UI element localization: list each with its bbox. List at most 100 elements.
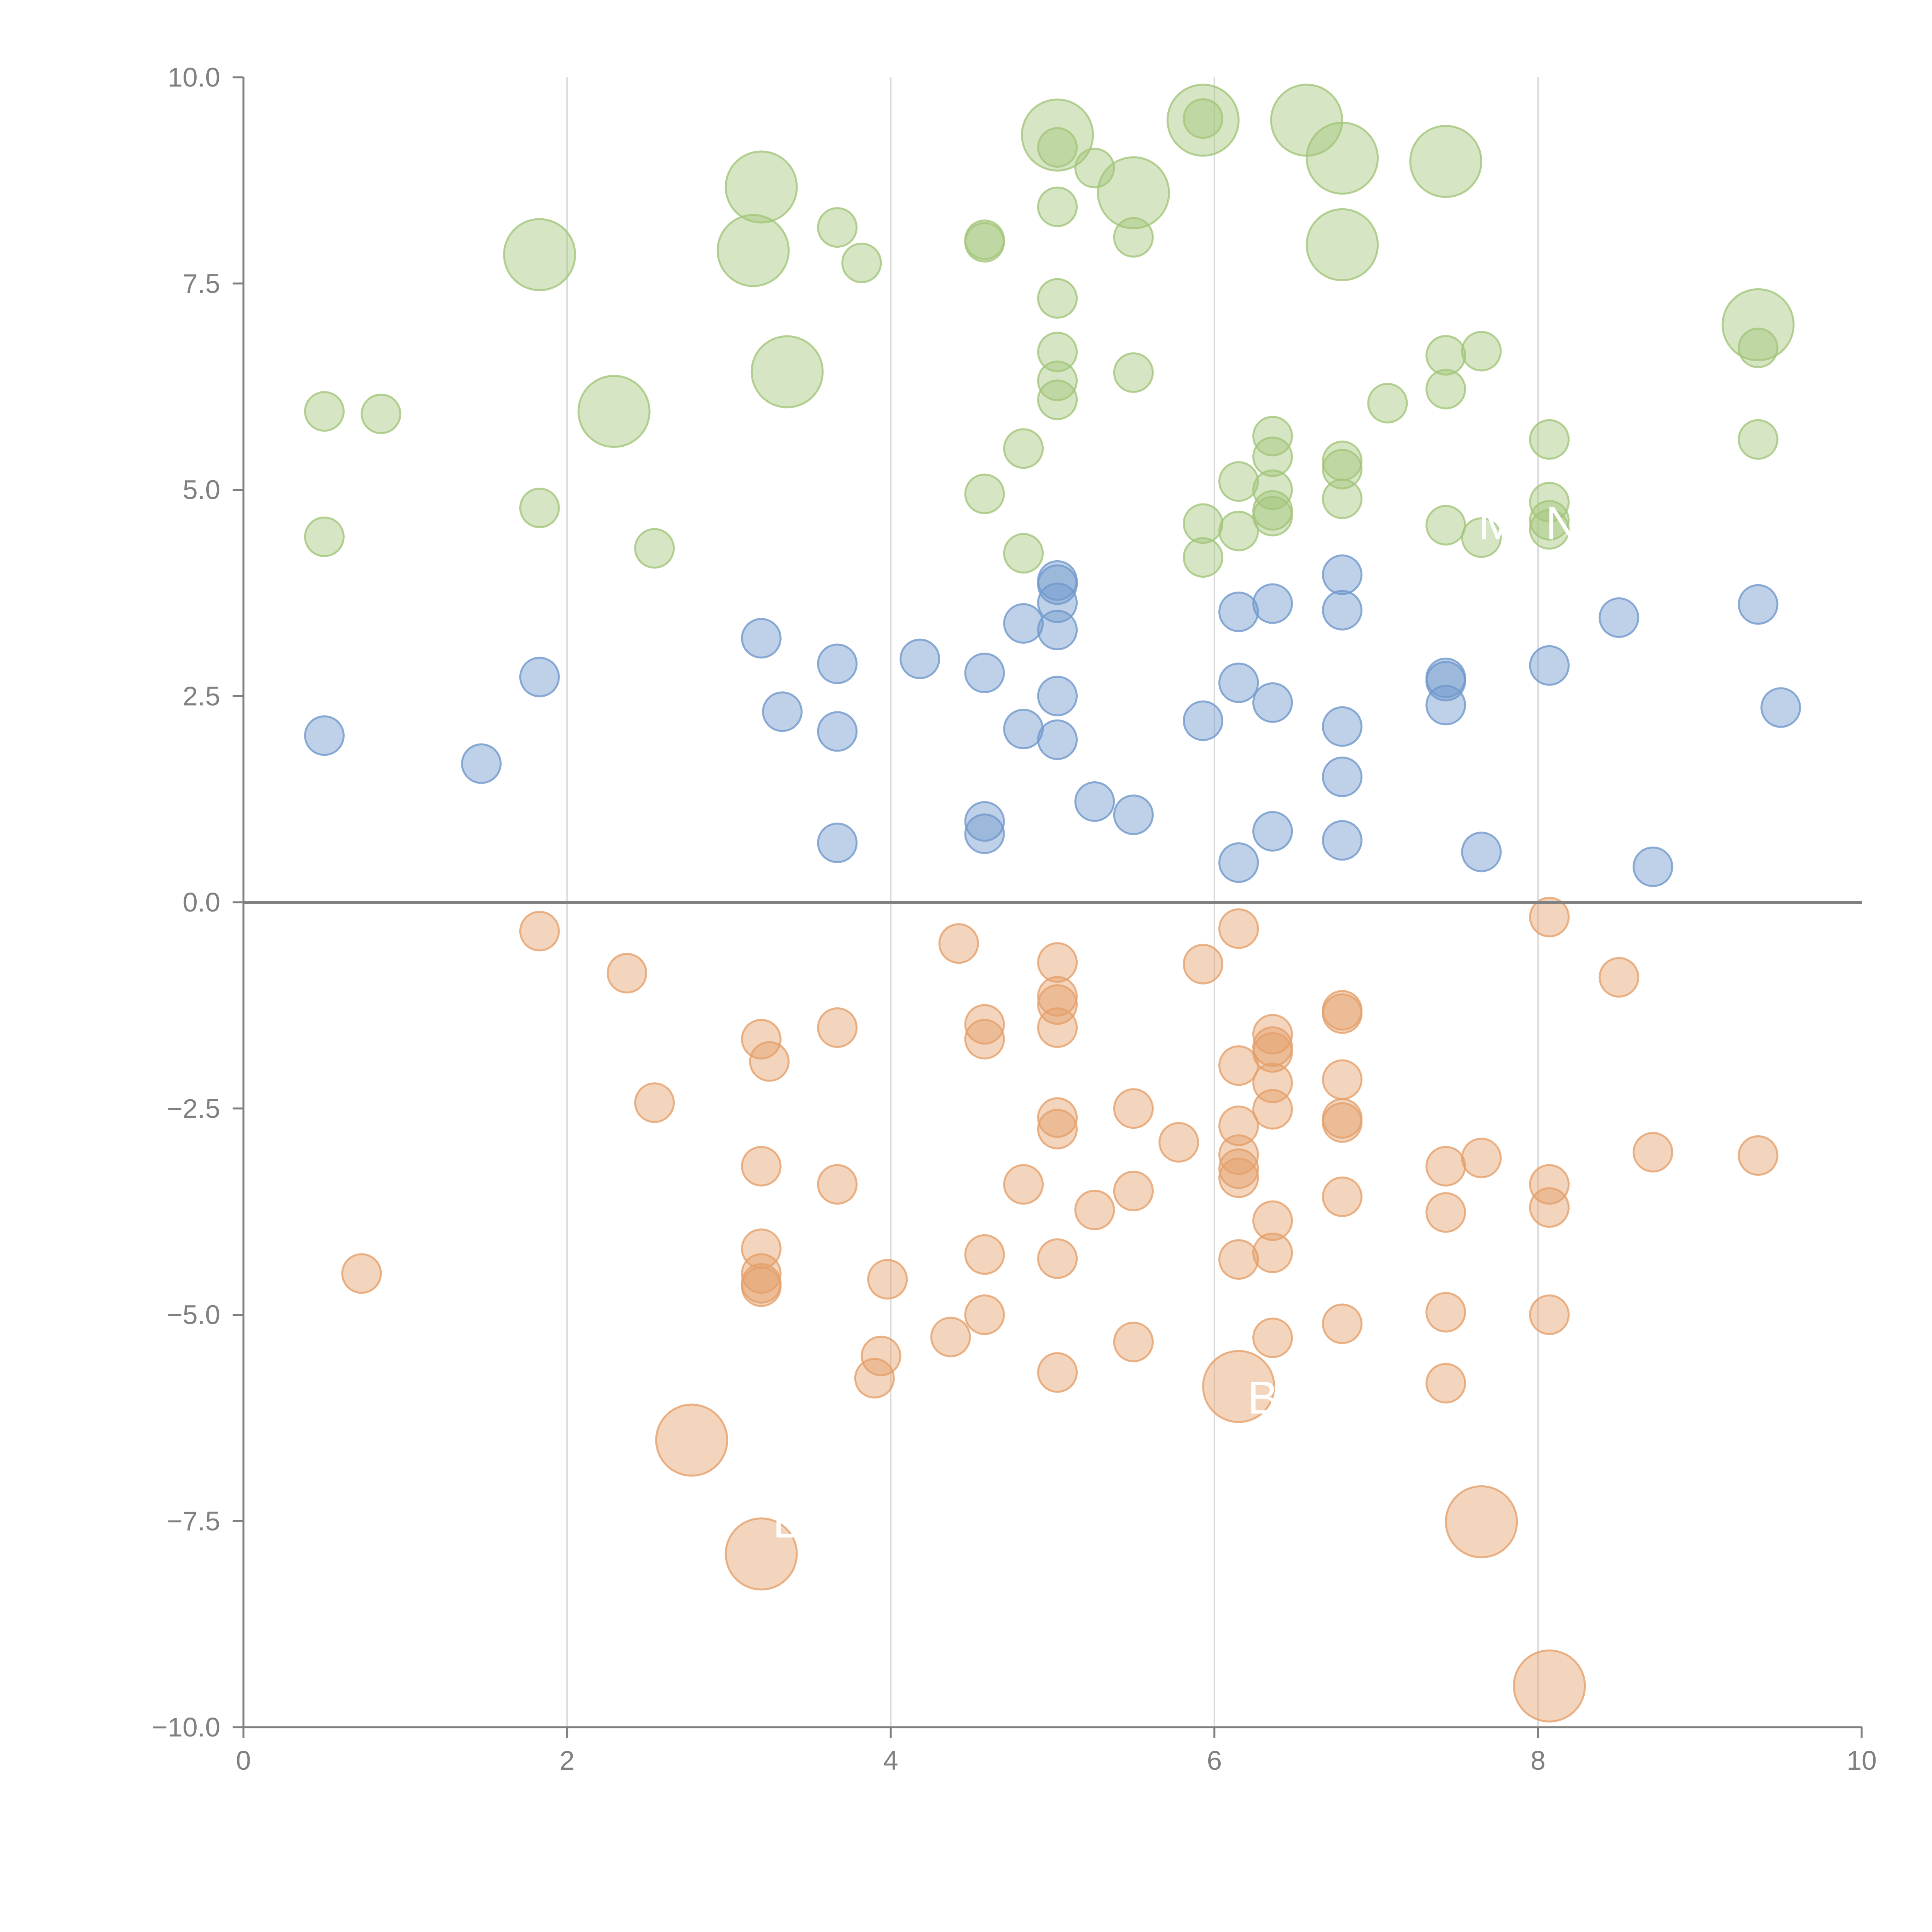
point-label: M [1478,498,1517,549]
data-point [1760,687,1801,728]
data-point [1113,794,1154,835]
bubble-large [724,150,798,224]
data-point [1738,419,1779,460]
bubble-large [1021,98,1094,172]
data-point [304,516,345,557]
data-point [1425,1292,1466,1333]
data-point [1037,984,1078,1025]
data-point [1738,327,1779,368]
data-point [1218,1239,1259,1280]
bubble-large [716,214,790,287]
data-point [749,1041,790,1082]
y-tick-label: −10.0 [152,1712,220,1742]
bubble-large [1166,83,1240,157]
data-point [1037,675,1078,716]
bubble-large [1306,208,1379,281]
y-tick-label: 2.5 [183,681,220,711]
data-point [1218,461,1259,502]
data-point [1003,1164,1044,1205]
data-point [1252,416,1293,457]
data-point [1182,537,1223,578]
data-point [1037,1109,1078,1150]
data-point [741,618,782,659]
data-point [1252,436,1293,477]
data-point [1529,419,1570,460]
data-point [1218,1157,1259,1198]
data-point [900,638,940,679]
data-point [519,487,560,528]
data-point [964,1019,1005,1060]
data-point [1599,597,1639,638]
data-point [1037,564,1078,605]
x-tick-label: 0 [236,1745,251,1776]
data-point [741,1253,782,1294]
data-point [304,715,345,756]
data-point [867,1259,908,1300]
data-point [1322,1176,1363,1217]
data-point [1037,278,1078,319]
bubble-large [577,375,651,448]
data-point [817,1164,858,1205]
y-tick-label: −2.5 [167,1094,220,1124]
data-point [1113,1088,1154,1129]
data-point [1037,609,1078,650]
data-point [361,393,401,434]
y-tick-label: 10.0 [168,62,220,92]
data-point [1322,554,1363,595]
data-point [1182,700,1223,741]
point-label: N [1546,498,1579,549]
data-point [817,207,858,248]
data-point [1322,820,1363,861]
data-point [854,1358,895,1399]
data-point [1037,1238,1078,1279]
data-point [1252,1089,1293,1130]
data-point [1252,496,1293,537]
point-label: L [773,1496,799,1548]
data-point [1218,591,1259,632]
data-point [1529,896,1570,937]
data-point [1218,1148,1259,1189]
data-point [519,656,560,697]
data-point [861,1335,901,1376]
point-label: C [1481,1438,1514,1490]
data-point [1003,603,1044,644]
data-point [1074,781,1115,822]
x-tick-label: 8 [1531,1745,1546,1776]
data-point [741,1146,782,1187]
data-point [1529,500,1570,541]
data-point [762,691,803,732]
bubble-large [1202,1350,1276,1423]
data-point [1425,1363,1466,1404]
data-point [634,528,675,569]
data-point [461,743,502,784]
data-point [1425,1146,1466,1187]
data-point [1738,1135,1779,1176]
data-point [1738,584,1779,625]
data-point [741,1266,782,1307]
data-point [1529,1187,1570,1228]
data-point [1461,832,1502,872]
data-point [1367,383,1408,423]
bubble-large [1721,288,1795,361]
data-point [341,1253,382,1294]
data-point [304,391,345,432]
data-point [1037,1097,1078,1138]
x-tick-label: 4 [883,1745,898,1776]
data-point [1322,449,1363,490]
data-point [1599,957,1639,998]
data-point [964,473,1005,514]
data-point [741,1019,782,1060]
data-point [1218,842,1259,883]
data-point [1529,1164,1570,1205]
data-point [1425,685,1466,726]
data-point [1003,428,1044,469]
data-point [964,813,1005,854]
axes: 0 2 4 6 8 10 10.0 7.5 5.0 2.5 0.0 −2.5 −5.0 −7.5 −10.0 [152,62,1877,1776]
data-point [1218,1134,1259,1175]
y-tick-label: 7.5 [183,269,220,299]
data-point [1461,331,1502,372]
data-point [964,652,1005,693]
x-tick-label: 6 [1207,1745,1222,1776]
